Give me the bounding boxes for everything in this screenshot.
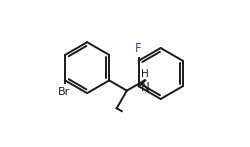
Text: F: F <box>135 42 142 55</box>
Text: Br: Br <box>58 87 70 97</box>
Text: N: N <box>141 81 150 94</box>
Text: H: H <box>141 69 149 79</box>
